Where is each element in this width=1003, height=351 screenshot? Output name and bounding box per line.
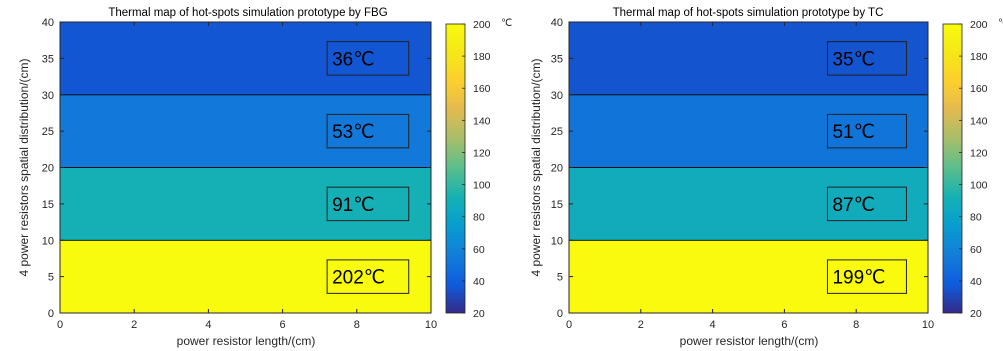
temperature-label: 87℃ xyxy=(832,195,874,216)
y-tick-label: 25 xyxy=(551,126,563,138)
y-tick-label: 30 xyxy=(551,90,563,102)
x-tick-label: 4 xyxy=(205,319,211,331)
x-tick-label: 10 xyxy=(425,319,437,331)
y-tick-label: 10 xyxy=(551,235,563,247)
colorbar-tick-label: 120 xyxy=(473,147,491,159)
x-tick-label: 4 xyxy=(710,319,716,331)
y-tick-label: 15 xyxy=(551,199,563,211)
colorbar-unit: ℃ xyxy=(998,18,1003,29)
colorbar-tick-label: 180 xyxy=(473,51,491,63)
temperature-label-box xyxy=(326,41,410,76)
colorbar-tick-label: 60 xyxy=(473,244,485,256)
colorbar-tick-label: 140 xyxy=(473,115,491,127)
x-tick-label: 2 xyxy=(638,319,644,331)
heatmap-band xyxy=(568,94,929,168)
y-axis-label: 4 power resistors spatial distribution/(… xyxy=(529,58,543,276)
y-tick-label: 20 xyxy=(42,163,54,175)
temperature-label-box xyxy=(326,259,410,294)
y-tick-label: 35 xyxy=(42,53,54,65)
temperature-label-box xyxy=(826,259,907,294)
colorbar-tick-label: 100 xyxy=(970,180,988,192)
colorbar-tick-label: 20 xyxy=(473,308,485,320)
y-tick-label: 0 xyxy=(557,308,563,320)
y-tick-label: 5 xyxy=(48,272,54,284)
chart-title: Thermal map of hot-spots simulation prot… xyxy=(613,7,884,19)
colorbar-tick-label: 40 xyxy=(970,276,982,288)
colorbar-tick-label: 120 xyxy=(970,147,988,159)
temperature-label-box xyxy=(326,186,410,222)
colorbar-tick-label: 200 xyxy=(970,19,988,31)
colorbar-tick-label: 20 xyxy=(970,308,982,320)
y-tick-label: 15 xyxy=(42,199,54,211)
temperature-label: 36℃ xyxy=(332,49,374,70)
x-tick-label: 6 xyxy=(280,319,286,331)
colorbar-tick-label: 160 xyxy=(970,83,988,95)
y-tick-label: 20 xyxy=(551,163,563,175)
x-tick-label: 2 xyxy=(131,319,137,331)
colorbar-tick-label: 40 xyxy=(473,276,485,288)
heatmap-band xyxy=(59,167,432,241)
colorbar-tick-label: 80 xyxy=(970,212,982,224)
y-tick-label: 40 xyxy=(551,17,563,29)
chart-1: 202℃91℃53℃36℃0 2 4 6 8 100510152025303540Ther… xyxy=(17,7,512,348)
colorbar-tick-label: 140 xyxy=(970,115,988,127)
x-tick-label: 0 xyxy=(57,319,63,331)
temperature-label-box xyxy=(826,186,907,222)
y-tick-label: 25 xyxy=(42,126,54,138)
x-tick-label: 6 xyxy=(781,319,787,331)
x-axis-label: power resistor length/(cm) xyxy=(680,334,819,348)
temperature-label-box xyxy=(826,113,907,149)
colorbar-unit: ℃ xyxy=(501,18,512,29)
temperature-label: 202℃ xyxy=(332,268,385,289)
colorbar-tick-label: 100 xyxy=(473,180,491,192)
y-tick-label: 30 xyxy=(42,90,54,102)
colorbar-tick-label: 200 xyxy=(473,19,491,31)
heatmap-band xyxy=(568,239,929,314)
x-axis-label: power resistor length/(cm) xyxy=(177,334,316,348)
temperature-label: 51℃ xyxy=(832,122,874,143)
temperature-label-box xyxy=(326,113,410,149)
colorbar xyxy=(445,23,466,314)
temperature-label: 53℃ xyxy=(332,122,374,143)
y-tick-label: 35 xyxy=(551,53,563,65)
y-tick-label: 40 xyxy=(42,17,54,29)
temperature-label-box xyxy=(826,41,907,76)
chart-2: 199℃87℃51℃35℃0 2 4 6 8 100510152025303540Ther… xyxy=(529,7,1003,348)
heatmap-band xyxy=(59,239,432,314)
y-axis-label: 4 power resistors spatial distribution/(… xyxy=(17,58,31,276)
temperature-label: 91℃ xyxy=(332,195,374,216)
x-tick-label: 0 xyxy=(566,319,572,331)
colorbar-tick-label: 60 xyxy=(970,244,982,256)
temperature-label: 35℃ xyxy=(832,49,874,70)
colorbar-tick-label: 180 xyxy=(970,51,988,63)
heatmap-band xyxy=(59,21,432,96)
y-tick-label: 10 xyxy=(42,235,54,247)
y-tick-label: 5 xyxy=(557,272,563,284)
x-tick-label: 8 xyxy=(853,319,859,331)
heatmap-band xyxy=(59,94,432,168)
x-tick-label: 10 xyxy=(922,319,934,331)
colorbar-tick-label: 80 xyxy=(473,212,485,224)
y-tick-label: 0 xyxy=(48,308,54,320)
chart-title: Thermal map of hot-spots simulation prot… xyxy=(108,7,387,19)
temperature-label: 199℃ xyxy=(832,268,885,289)
x-tick-label: 8 xyxy=(354,319,360,331)
heatmap-band xyxy=(568,21,929,96)
colorbar-tick-label: 160 xyxy=(473,83,491,95)
colorbar xyxy=(942,23,963,314)
